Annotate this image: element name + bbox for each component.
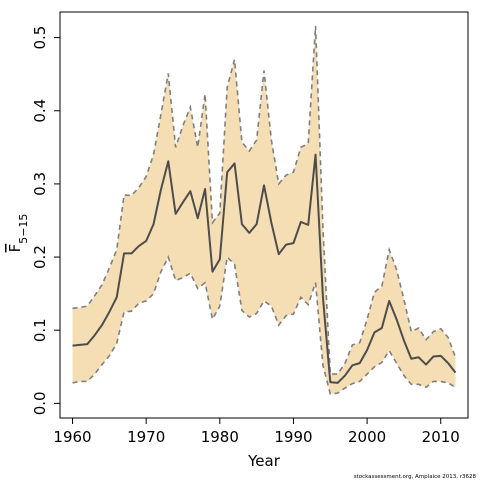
y-tick-label: 0.1 [31,318,49,342]
x-tick-label: 1980 [201,428,239,446]
y-axis-title-subscript: 5−15 [17,214,30,244]
y-tick-label: 0.2 [31,245,49,269]
y-tick-label: 0.4 [31,99,49,123]
x-tick-label: 1990 [274,428,312,446]
plot-frame [59,11,469,419]
upper-bound-line [72,25,457,375]
lower-bound-line [72,254,456,395]
credit-text: stockassessment.org, Amplaice 2013, r362… [354,474,477,480]
plot-area [72,25,457,395]
x-tick-label: 2000 [348,428,386,446]
x-axis-title: Year [247,452,281,470]
estimate-line [72,153,457,384]
x-tick-label: 2010 [422,428,460,446]
x-tick-label: 1970 [127,428,165,446]
y-axis-title-base: F [6,244,24,253]
y-tick-label: 0.5 [31,26,49,50]
y-axis-title: F5−15 [6,214,30,253]
confidence-band [72,25,456,394]
axes: 1960 1970 1980 1990 2000 2010 0.0 0.1 0.2 0.3 0.4 0… [31,11,469,446]
x-tick-label: 1960 [53,428,91,446]
y-tick-label: 0.3 [31,172,49,196]
y-tick-label: 0.0 [31,391,49,415]
